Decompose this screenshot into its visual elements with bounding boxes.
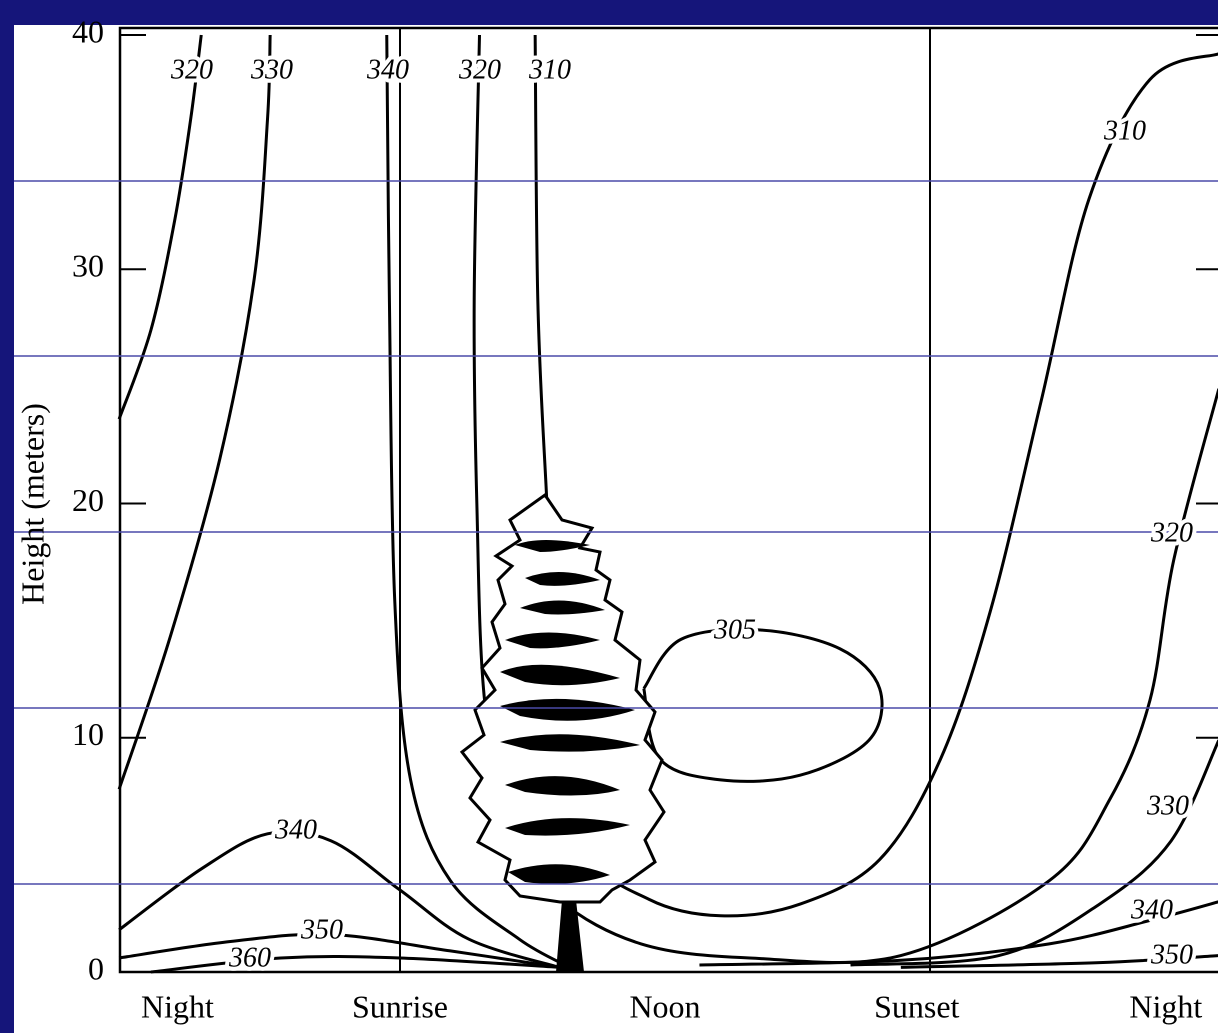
contour-label: 320 (458, 54, 501, 85)
contour-label: 320 (1150, 517, 1193, 548)
x-tick-label: Night (141, 988, 214, 1024)
plot-frame (118, 26, 1218, 974)
y-tick-label: 10 (72, 716, 104, 752)
plot-area: 0 10 20 30 40 Night Sunrise Noon Sunset Night (72, 13, 1218, 1024)
x-tick-label: Noon (629, 988, 700, 1024)
contour-label: 330 (250, 54, 293, 85)
y-axis-title: Height (meters) (14, 403, 50, 605)
contour-line (533, 34, 1218, 918)
contour-label: 350 (1150, 939, 1193, 970)
contour-label: 330 (1146, 790, 1189, 821)
x-tick-label: Night (1129, 988, 1202, 1024)
contour-line (900, 954, 1218, 969)
slide-lines (14, 180, 1218, 885)
y-tick-label: 0 (88, 950, 104, 986)
contour-line (118, 829, 560, 969)
labels: 320 330 340 320 320 310 310 305 340 350 360 340 350 3… (166, 50, 1197, 977)
contour-label: 350 (300, 914, 343, 945)
contour-line (385, 34, 571, 969)
contour-label: 305 (713, 614, 756, 645)
contour-line (117, 34, 272, 790)
contour-label: 310 (528, 54, 571, 85)
contour-line (642, 627, 884, 783)
contour-label: 360 (228, 942, 271, 973)
contour-label: 340 (1130, 894, 1173, 925)
contour-line (117, 34, 203, 420)
y-tick-label: 40 (72, 13, 104, 49)
tree-illustration (459, 492, 666, 972)
x-tick-label: Sunrise (352, 988, 448, 1024)
contour-line (150, 954, 560, 974)
contour-line (850, 739, 1218, 967)
contour-line (118, 932, 560, 969)
y-tick-label: 30 (72, 248, 104, 284)
contour-label: 310 (1103, 115, 1146, 146)
y-tick-label: 20 (72, 482, 104, 518)
contour-label: 340 (366, 54, 409, 85)
contour-label: 340 (274, 814, 317, 845)
contour-label: 320 (170, 54, 213, 85)
x-tick-label: Sunset (874, 988, 959, 1024)
